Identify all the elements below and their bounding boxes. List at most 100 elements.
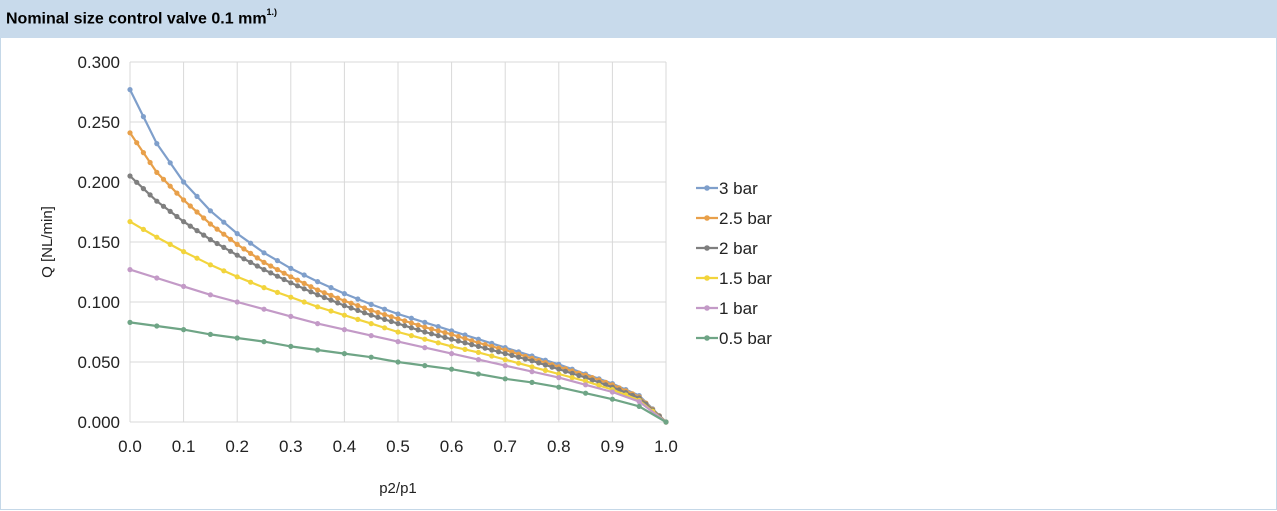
y-tick-label: 0.150 bbox=[77, 233, 120, 252]
legend-label: 2.5 bar bbox=[719, 209, 772, 228]
data-point bbox=[181, 327, 187, 333]
legend-label: 3 bar bbox=[719, 179, 758, 198]
data-point bbox=[462, 332, 468, 338]
legend: 3 bar 2.5 bar 2 bar 1.5 bar 1 bar 0.5 bar bbox=[696, 179, 772, 348]
data-point bbox=[462, 336, 468, 342]
data-point bbox=[274, 258, 280, 264]
data-point bbox=[495, 345, 502, 351]
data-point bbox=[415, 322, 421, 328]
legend-marker bbox=[704, 185, 710, 191]
data-point bbox=[583, 378, 589, 384]
data-point bbox=[221, 268, 227, 274]
data-point bbox=[194, 209, 200, 215]
data-point bbox=[435, 333, 441, 339]
data-point bbox=[469, 338, 475, 344]
data-point bbox=[395, 316, 401, 322]
legend-item: 2.5 bar bbox=[696, 209, 772, 228]
y-tick-label: 0.300 bbox=[77, 53, 120, 72]
y-tick-label: 0.250 bbox=[77, 113, 120, 132]
data-point bbox=[315, 304, 321, 310]
data-point bbox=[449, 328, 455, 334]
data-point bbox=[301, 299, 307, 305]
data-point bbox=[455, 338, 461, 344]
data-point bbox=[174, 213, 180, 220]
data-point bbox=[569, 375, 575, 381]
data-point bbox=[154, 323, 160, 329]
data-point bbox=[335, 295, 341, 301]
data-point bbox=[261, 306, 267, 312]
data-point bbox=[382, 306, 388, 312]
data-point bbox=[147, 159, 153, 166]
x-tick-label: 0.3 bbox=[279, 437, 303, 456]
data-point bbox=[355, 303, 361, 309]
data-point bbox=[475, 357, 481, 363]
data-point bbox=[154, 198, 160, 204]
data-point bbox=[167, 208, 173, 214]
data-point bbox=[227, 236, 234, 242]
data-point bbox=[207, 262, 213, 268]
data-point bbox=[495, 349, 502, 355]
data-point bbox=[214, 226, 220, 232]
data-point bbox=[348, 305, 354, 311]
data-point bbox=[522, 356, 528, 362]
data-point bbox=[261, 285, 267, 291]
data-point bbox=[536, 360, 542, 366]
x-tick-label: 0.8 bbox=[547, 437, 571, 456]
x-tick-label: 0.7 bbox=[493, 437, 517, 456]
data-point bbox=[368, 312, 374, 318]
data-point bbox=[388, 314, 394, 320]
data-point bbox=[609, 396, 616, 402]
y-tick-label: 0.050 bbox=[77, 353, 120, 372]
data-point bbox=[462, 340, 468, 346]
data-point bbox=[422, 324, 428, 330]
data-point bbox=[422, 329, 428, 335]
data-point bbox=[207, 221, 213, 227]
data-point bbox=[268, 263, 274, 269]
data-point bbox=[274, 273, 280, 279]
legend-marker bbox=[704, 245, 710, 251]
data-point bbox=[502, 351, 508, 357]
data-point bbox=[241, 256, 247, 262]
data-point bbox=[361, 310, 368, 316]
data-point bbox=[140, 226, 146, 232]
data-point bbox=[422, 336, 428, 342]
data-point bbox=[288, 313, 294, 319]
data-point bbox=[201, 215, 207, 221]
x-tick-label: 0.5 bbox=[386, 437, 410, 456]
data-point bbox=[428, 331, 435, 337]
data-point bbox=[127, 219, 133, 225]
data-point bbox=[382, 325, 388, 331]
data-point bbox=[542, 362, 549, 368]
data-point bbox=[301, 272, 307, 278]
data-point bbox=[529, 364, 535, 370]
data-point bbox=[227, 248, 234, 254]
series-0.5-bar bbox=[127, 319, 669, 425]
data-point bbox=[348, 300, 354, 306]
data-point bbox=[355, 316, 361, 322]
data-point bbox=[315, 347, 321, 353]
data-point bbox=[221, 244, 227, 250]
data-point bbox=[181, 179, 187, 185]
data-point bbox=[408, 315, 414, 321]
data-point bbox=[140, 114, 146, 120]
data-point bbox=[388, 318, 394, 325]
data-point bbox=[294, 283, 301, 289]
data-point bbox=[663, 419, 669, 425]
data-point bbox=[181, 197, 187, 203]
data-point bbox=[147, 192, 153, 198]
x-tick-label: 0.2 bbox=[225, 437, 249, 456]
data-point bbox=[589, 377, 595, 383]
series-1-bar bbox=[127, 267, 669, 425]
data-point bbox=[207, 331, 213, 337]
data-point bbox=[134, 179, 140, 185]
data-point bbox=[254, 255, 260, 261]
chart-title-footnote: 1.) bbox=[266, 7, 278, 17]
data-point bbox=[341, 291, 347, 297]
y-tick-labels: 0.000 0.050 0.100 0.150 0.200 0.250 0.300 bbox=[77, 53, 120, 432]
legend-item: 0.5 bar bbox=[696, 329, 772, 348]
data-point bbox=[341, 327, 347, 333]
data-point bbox=[127, 319, 133, 325]
data-point bbox=[248, 240, 254, 246]
data-point bbox=[502, 363, 508, 369]
